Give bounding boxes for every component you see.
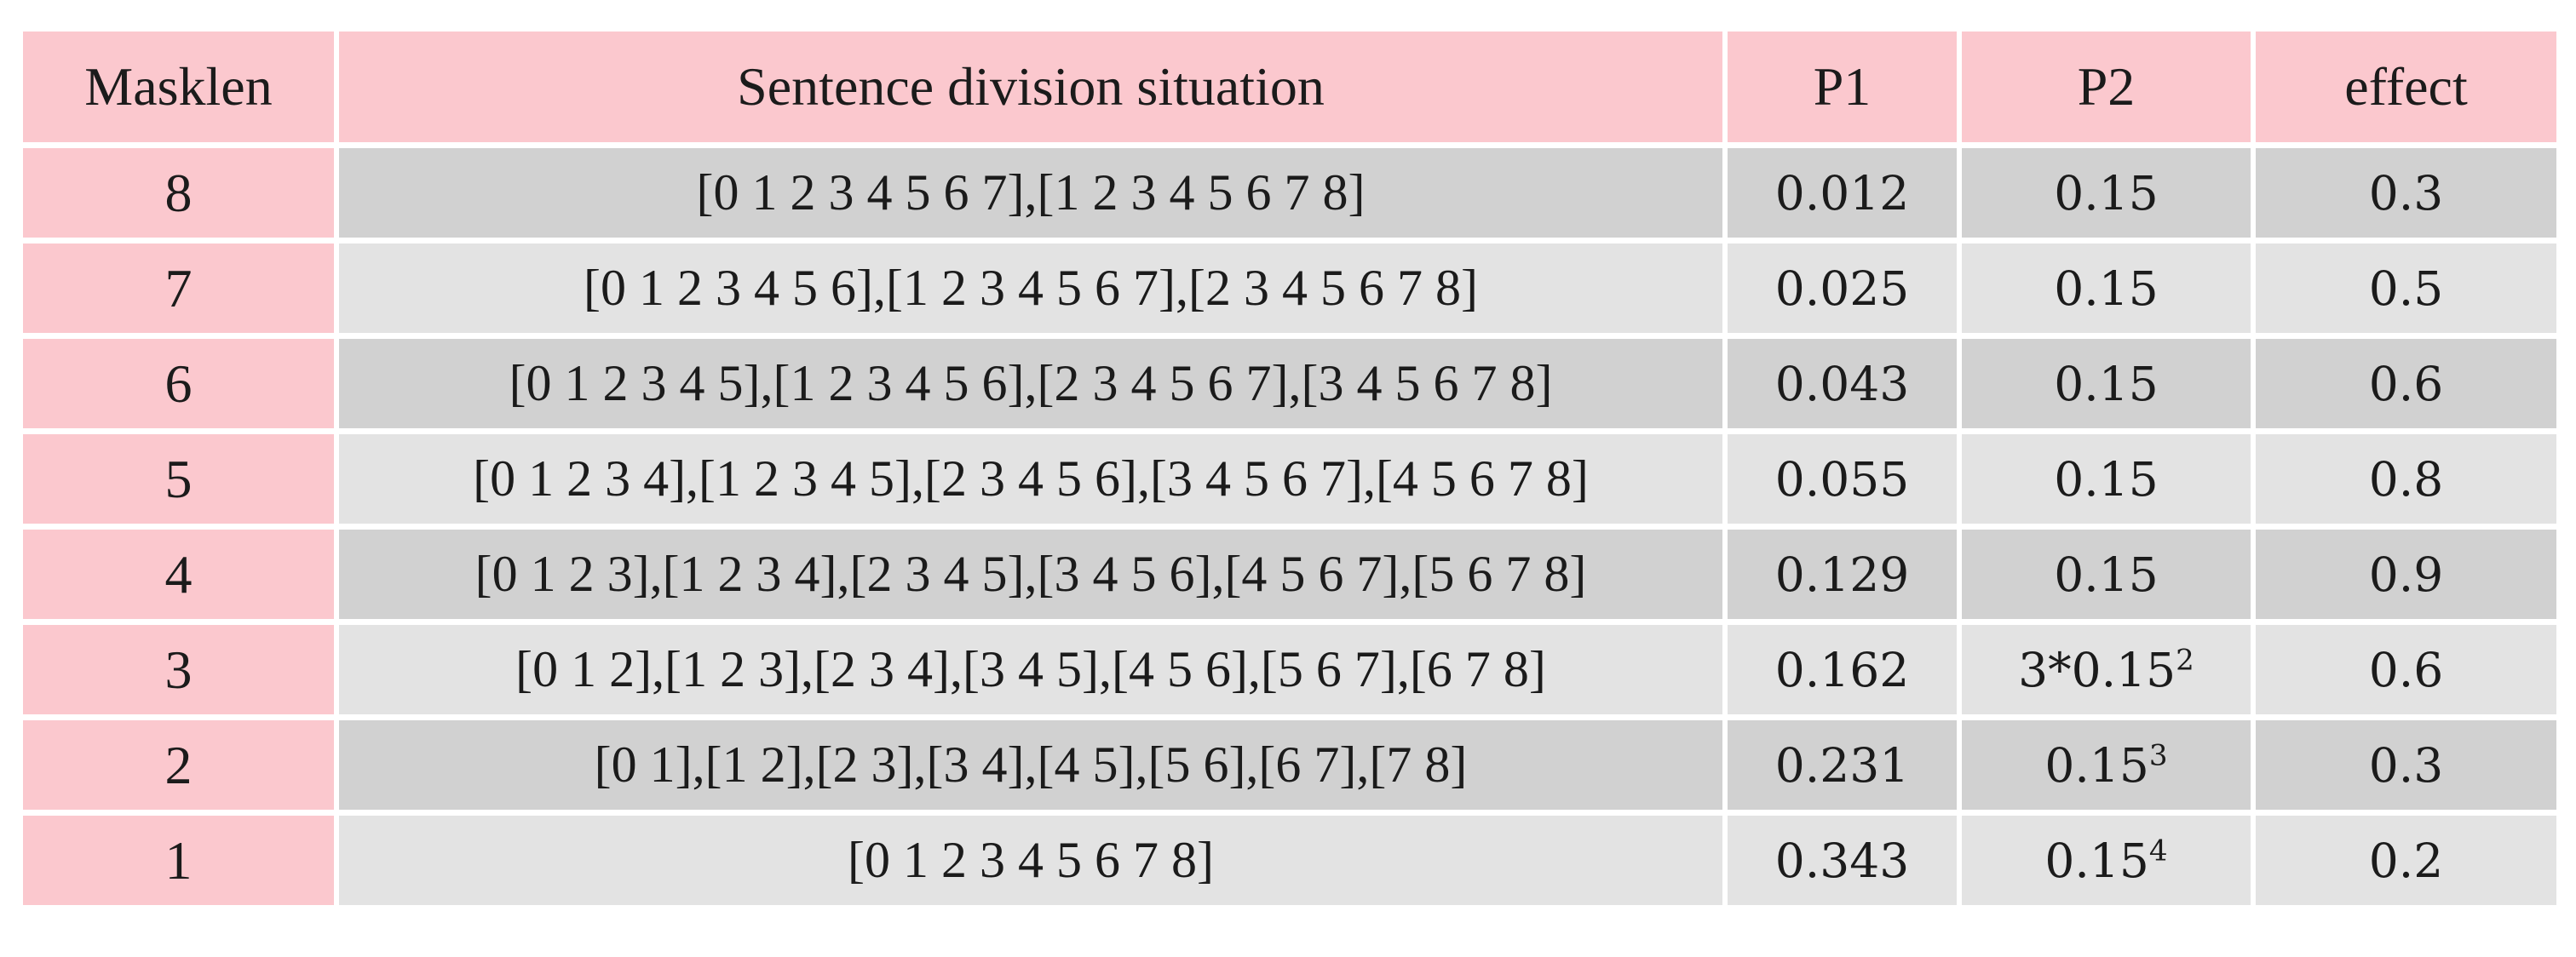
table-row: 7 [0 1 2 3 4 5 6],[1 2 3 4 5 6 7],[2 3 4… <box>23 244 2556 333</box>
table-row: 1 [0 1 2 3 4 5 6 7 8] 0.343 0.154 0.2 <box>23 816 2556 905</box>
p2-base: 0.15 <box>2054 451 2159 507</box>
division-cell: [0 1 2 3 4],[1 2 3 4 5],[2 3 4 5 6],[3 4… <box>339 434 1722 524</box>
p2-cell: 3*0.152 <box>1962 625 2251 714</box>
table-body: 8 [0 1 2 3 4 5 6 7],[1 2 3 4 5 6 7 8] 0.… <box>23 148 2556 905</box>
p2-exponent: 3 <box>2148 738 2168 773</box>
p2-base: 0.15 <box>2054 261 2159 316</box>
p1-cell: 0.129 <box>1728 530 1957 619</box>
masklen-cell: 4 <box>23 530 334 619</box>
effect-cell: 0.6 <box>2256 625 2556 714</box>
effect-cell: 0.9 <box>2256 530 2556 619</box>
table-row: 2 [0 1],[1 2],[2 3],[3 4],[4 5],[5 6],[6… <box>23 720 2556 810</box>
column-header-effect: effect <box>2256 32 2556 142</box>
p2-cell: 0.154 <box>1962 816 2251 905</box>
effect-cell: 0.6 <box>2256 339 2556 428</box>
p1-cell: 0.162 <box>1728 625 1957 714</box>
p2-base: 3*0.15 <box>2018 642 2176 697</box>
column-header-masklen: Masklen <box>23 32 334 142</box>
p1-cell: 0.025 <box>1728 244 1957 333</box>
masklen-cell: 8 <box>23 148 334 238</box>
division-cell: [0 1 2 3],[1 2 3 4],[2 3 4 5],[3 4 5 6],… <box>339 530 1722 619</box>
effect-cell: 0.5 <box>2256 244 2556 333</box>
p1-cell: 0.012 <box>1728 148 1957 238</box>
effect-cell: 0.2 <box>2256 816 2556 905</box>
p2-exponent: 2 <box>2176 643 2194 678</box>
division-cell: [0 1 2 3 4 5 6],[1 2 3 4 5 6 7],[2 3 4 5… <box>339 244 1722 333</box>
p1-cell: 0.043 <box>1728 339 1957 428</box>
p2-base: 0.15 <box>2054 547 2159 602</box>
p1-cell: 0.343 <box>1728 816 1957 905</box>
p2-cell: 0.15 <box>1962 530 2251 619</box>
table-header: Masklen Sentence division situation P1 P… <box>23 32 2556 142</box>
table-row: 4 [0 1 2 3],[1 2 3 4],[2 3 4 5],[3 4 5 6… <box>23 530 2556 619</box>
table-row: 5 [0 1 2 3 4],[1 2 3 4 5],[2 3 4 5 6],[3… <box>23 434 2556 524</box>
masklen-cell: 1 <box>23 816 334 905</box>
division-cell: [0 1],[1 2],[2 3],[3 4],[4 5],[5 6],[6 7… <box>339 720 1722 810</box>
p2-cell: 0.15 <box>1962 244 2251 333</box>
p1-cell: 0.055 <box>1728 434 1957 524</box>
table-row: 6 [0 1 2 3 4 5],[1 2 3 4 5 6],[2 3 4 5 6… <box>23 339 2556 428</box>
table-row: 3 [0 1 2],[1 2 3],[2 3 4],[3 4 5],[4 5 6… <box>23 625 2556 714</box>
table-row: 8 [0 1 2 3 4 5 6 7],[1 2 3 4 5 6 7 8] 0.… <box>23 148 2556 238</box>
masklen-cell: 7 <box>23 244 334 333</box>
p2-base: 0.15 <box>2054 356 2159 411</box>
division-cell: [0 1 2 3 4 5 6 7 8] <box>339 816 1722 905</box>
p2-exponent: 4 <box>2148 834 2168 868</box>
p2-base: 0.15 <box>2054 165 2159 221</box>
effect-cell: 0.8 <box>2256 434 2556 524</box>
column-header-p1: P1 <box>1728 32 1957 142</box>
masklen-cell: 6 <box>23 339 334 428</box>
effect-cell: 0.3 <box>2256 720 2556 810</box>
masklen-cell: 5 <box>23 434 334 524</box>
p2-cell: 0.15 <box>1962 148 2251 238</box>
p2-cell: 0.153 <box>1962 720 2251 810</box>
column-header-sentence-division: Sentence division situation <box>339 32 1722 142</box>
p2-cell: 0.15 <box>1962 339 2251 428</box>
effect-cell: 0.3 <box>2256 148 2556 238</box>
p2-cell: 0.15 <box>1962 434 2251 524</box>
mask-length-table: Masklen Sentence division situation P1 P… <box>18 26 2562 911</box>
division-cell: [0 1 2 3 4 5 6 7],[1 2 3 4 5 6 7 8] <box>339 148 1722 238</box>
header-row: Masklen Sentence division situation P1 P… <box>23 32 2556 142</box>
division-cell: [0 1 2],[1 2 3],[2 3 4],[3 4 5],[4 5 6],… <box>339 625 1722 714</box>
division-cell: [0 1 2 3 4 5],[1 2 3 4 5 6],[2 3 4 5 6 7… <box>339 339 1722 428</box>
p2-base: 0.15 <box>2044 737 2149 793</box>
p1-cell: 0.231 <box>1728 720 1957 810</box>
masklen-cell: 2 <box>23 720 334 810</box>
masklen-cell: 3 <box>23 625 334 714</box>
column-header-p2: P2 <box>1962 32 2251 142</box>
p2-base: 0.15 <box>2044 833 2149 888</box>
